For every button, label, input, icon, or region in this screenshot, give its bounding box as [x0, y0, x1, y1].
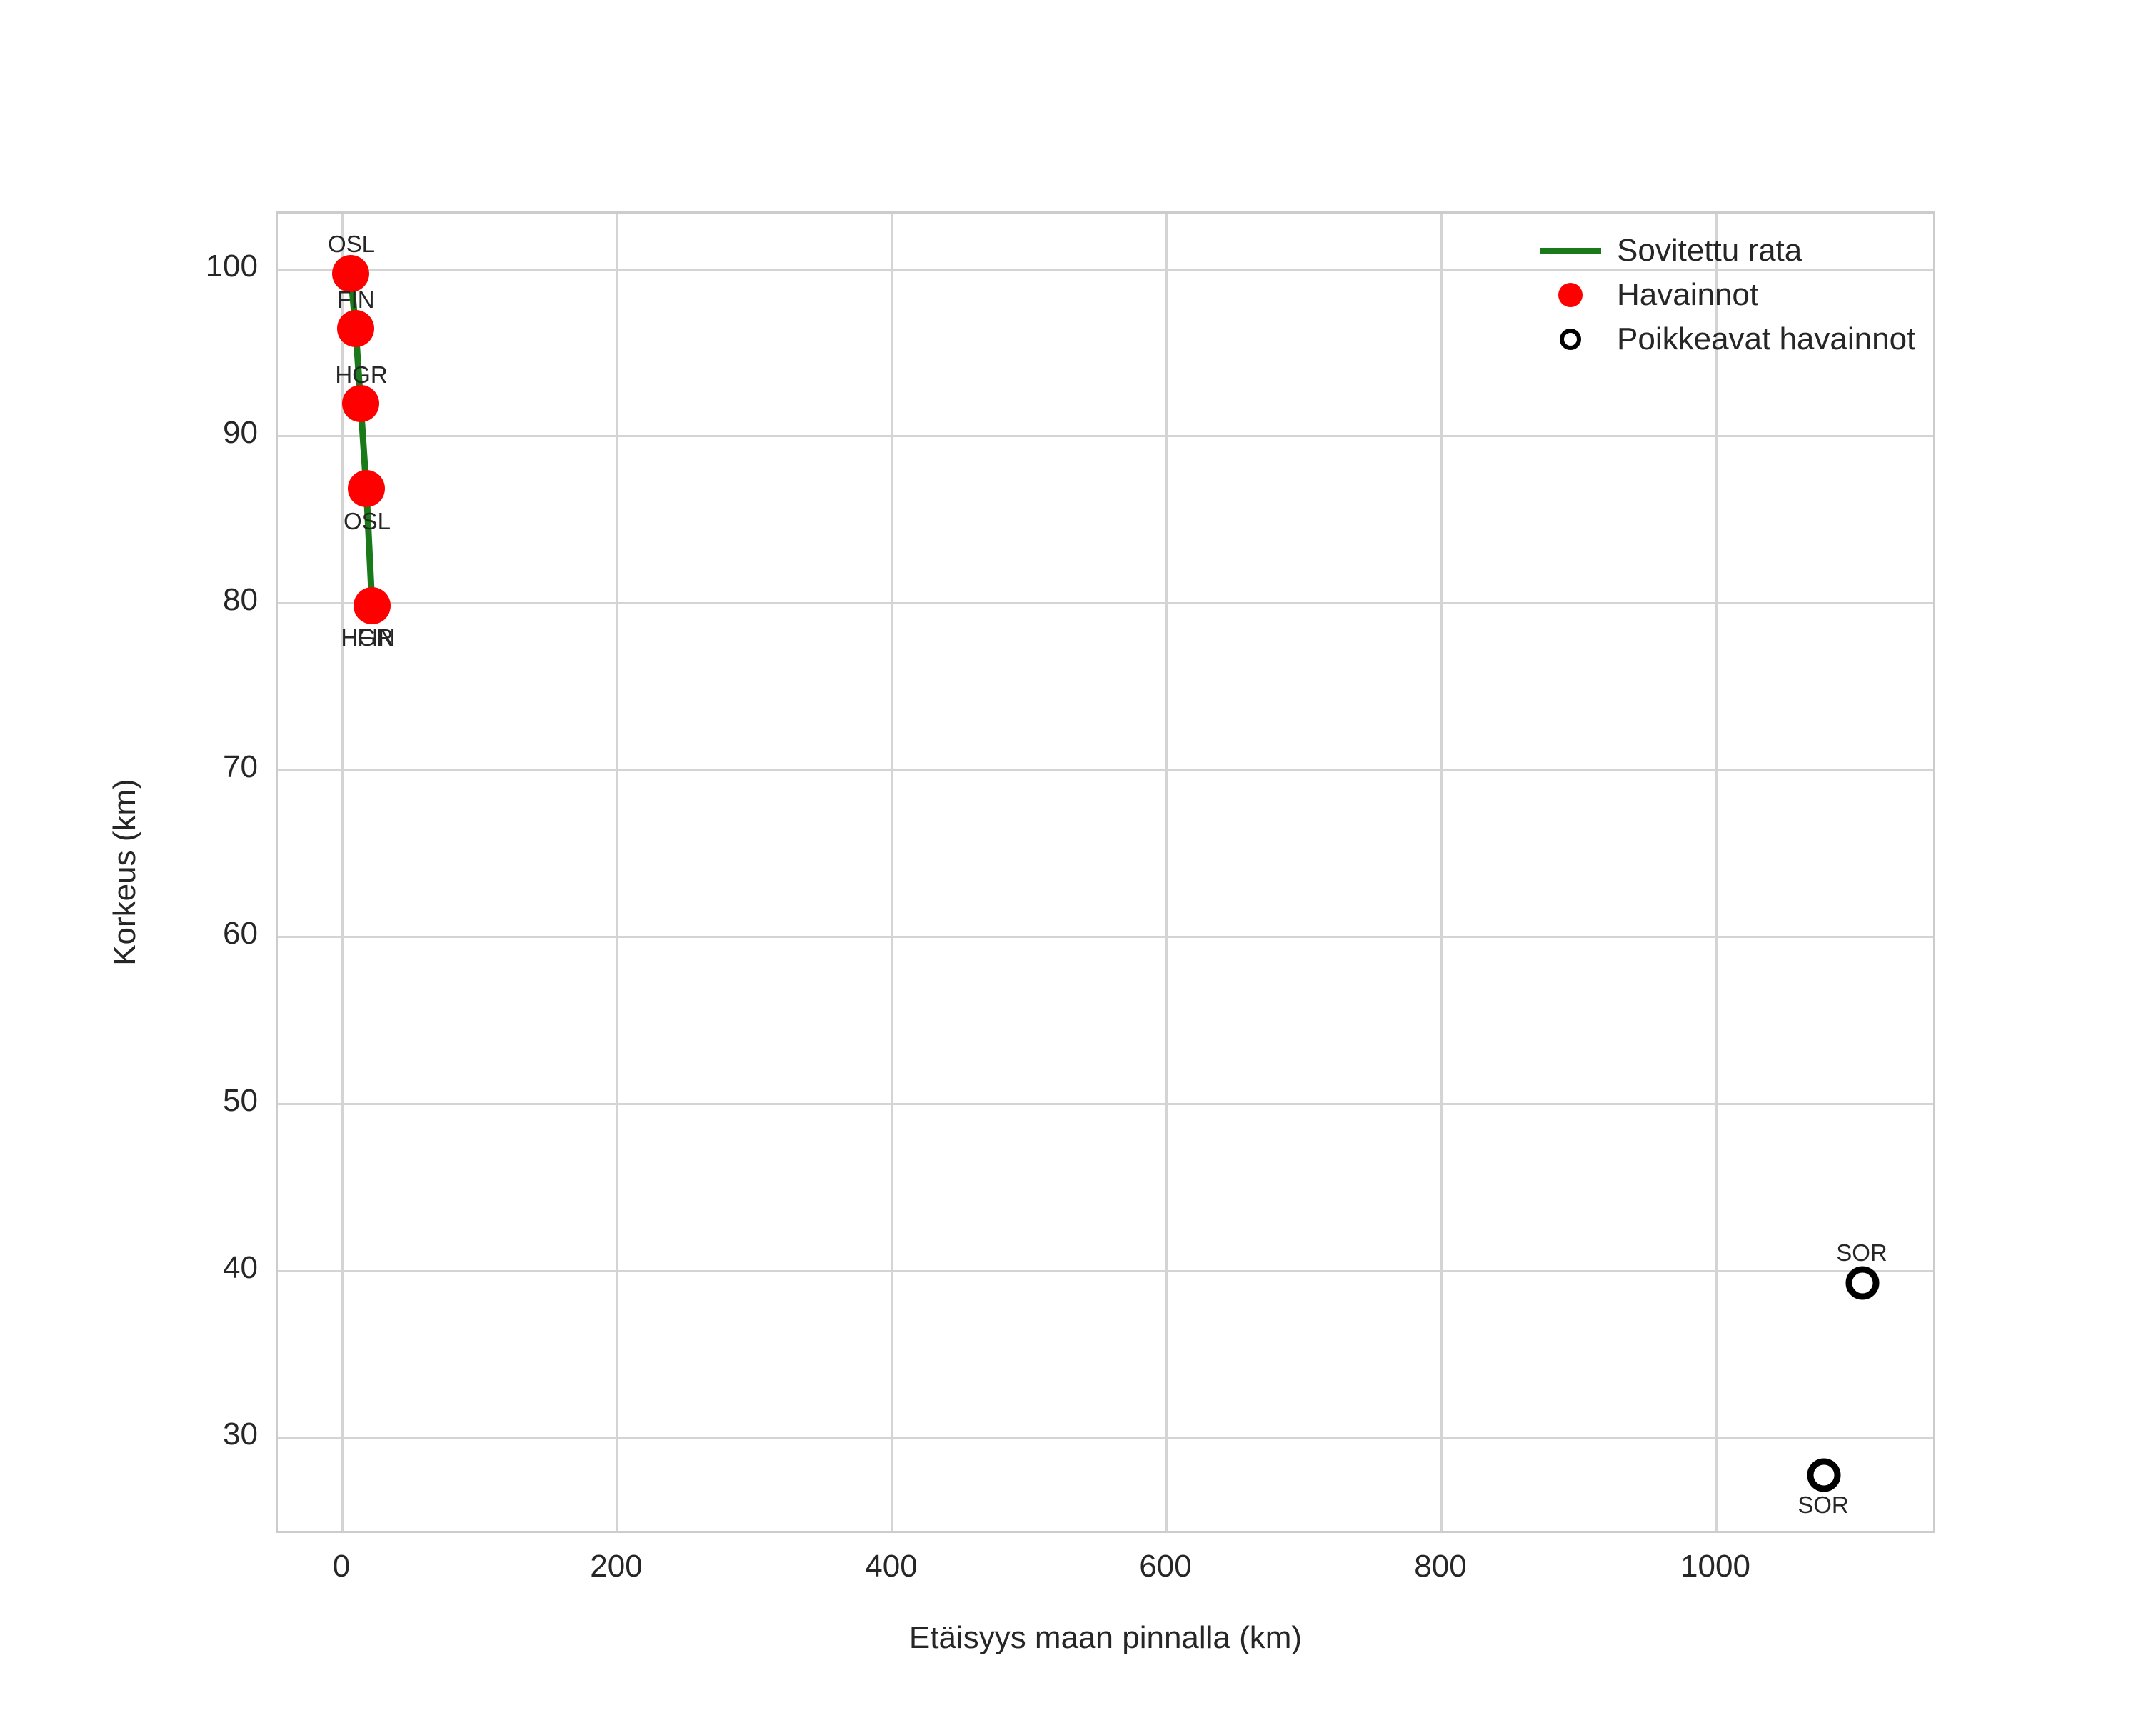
point-label-sor-lower: SOR [1797, 1492, 1849, 1518]
gridline-y-80 [278, 602, 1933, 604]
point-label-fin-lower: FIN [357, 624, 396, 651]
y-tick-label: 70 [223, 749, 258, 784]
x-axis-title: Etäisyys maan pinnalla (km) [908, 1620, 1303, 1655]
observation-point[interactable] [342, 385, 379, 422]
line-swatch-icon [1528, 248, 1613, 254]
gridline-y-60 [278, 936, 1933, 938]
x-tick-label: 400 [865, 1549, 918, 1584]
gridline-x-800 [1440, 214, 1443, 1531]
x-tick-label: 0 [332, 1549, 351, 1584]
gridline-x-400 [891, 214, 893, 1531]
gridline-y-70 [278, 769, 1933, 771]
x-tick-label: 800 [1414, 1549, 1467, 1584]
x-tick-label: 1000 [1680, 1549, 1750, 1584]
filled-dot-swatch-icon [1528, 283, 1613, 307]
observation-point[interactable] [354, 587, 391, 624]
point-label-fin: FIN [336, 286, 375, 313]
legend-label: Sovitettu rata [1617, 233, 1802, 268]
outlier-point[interactable] [1845, 1266, 1880, 1300]
legend-label: Havainnot [1617, 277, 1759, 312]
y-tick-label: 40 [223, 1250, 258, 1285]
y-tick-label: 90 [223, 415, 258, 450]
y-tick-label: 60 [223, 916, 258, 951]
legend-item-fitted-trajectory[interactable]: Sovitettu rata [1528, 229, 1928, 273]
observation-point[interactable] [348, 470, 385, 507]
outlier-point[interactable] [1807, 1458, 1841, 1492]
gridline-y-30 [278, 1437, 1933, 1439]
y-axis-title: Korkeus (km) [107, 779, 142, 966]
y-tick-label: 50 [223, 1083, 258, 1118]
gridline-y-40 [278, 1270, 1933, 1272]
x-tick-label: 600 [1139, 1549, 1192, 1584]
gridline-x-200 [616, 214, 618, 1531]
legend-item-observations[interactable]: Havainnot [1528, 273, 1928, 317]
legend-label: Poikkeavat havainnot [1617, 321, 1916, 356]
point-label-osl-lower: OSL [343, 508, 391, 534]
open-circle-swatch-icon [1528, 329, 1613, 350]
observation-point[interactable] [337, 310, 374, 347]
chart-legend: Sovitettu rata Havainnot Poikkeavat hava… [1528, 229, 1928, 361]
y-tick-label: 80 [223, 582, 258, 617]
gridline-x-0 [341, 214, 344, 1531]
point-label-hgr-lower: HGR [341, 624, 393, 651]
data-layer [332, 255, 1880, 1492]
observation-point[interactable] [332, 255, 369, 292]
legend-item-outliers[interactable]: Poikkeavat havainnot [1528, 317, 1928, 361]
x-tick-label: 200 [590, 1549, 643, 1584]
gridline-x-600 [1165, 214, 1168, 1531]
gridline-y-100 [278, 269, 1933, 271]
y-tick-label: 100 [205, 249, 258, 284]
point-label-sor-upper: SOR [1836, 1239, 1887, 1266]
point-label-hgr: HGR [335, 361, 388, 388]
gridline-y-50 [278, 1103, 1933, 1105]
gridline-y-90 [278, 435, 1933, 437]
gridline-x-1000 [1715, 214, 1718, 1531]
y-tick-label: 30 [223, 1417, 258, 1452]
point-label-osl: OSL [327, 231, 376, 257]
plot-area [276, 211, 1935, 1533]
